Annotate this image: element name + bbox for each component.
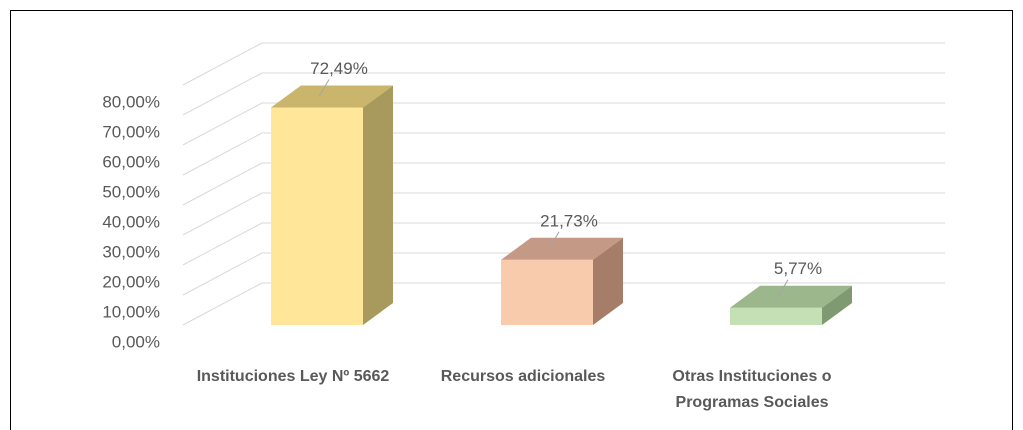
grid-line xyxy=(182,282,945,326)
bar xyxy=(271,85,393,325)
grid-line xyxy=(182,222,945,266)
bar-top xyxy=(501,237,623,260)
leader-line xyxy=(777,279,789,297)
y-tick-label: 80,00% xyxy=(102,92,160,111)
y-tick-label: 50,00% xyxy=(102,182,160,201)
grid-line xyxy=(182,252,945,296)
grid-line xyxy=(182,72,945,116)
bar-side xyxy=(593,237,623,325)
y-tick-label: 60,00% xyxy=(102,152,160,171)
grid-line xyxy=(182,42,945,86)
y-tick-label: 40,00% xyxy=(102,212,160,231)
grid-line xyxy=(182,102,945,146)
x-tick-label: Recursos adicionales xyxy=(440,368,606,385)
bar-front xyxy=(730,307,822,325)
grid-line xyxy=(182,192,945,236)
bar xyxy=(730,285,852,325)
leader-line xyxy=(548,231,560,250)
y-tick-label: 70,00% xyxy=(102,122,160,141)
bar-front xyxy=(271,107,363,325)
y-tick-label: 20,00% xyxy=(102,272,160,291)
bar-side xyxy=(822,285,852,325)
value-label: 5,77% xyxy=(774,259,822,278)
bar xyxy=(501,237,623,325)
bar-side xyxy=(363,85,393,325)
grid-line xyxy=(182,132,945,176)
y-tick-label: 10,00% xyxy=(102,302,160,321)
grid-line xyxy=(182,162,945,206)
y-tick-label: 30,00% xyxy=(102,242,160,261)
bar-top xyxy=(271,85,393,108)
frame xyxy=(10,10,1013,430)
x-tick-label: Otras Instituciones o Programas Sociales xyxy=(672,368,832,411)
x-tick-label: Instituciones Ley Nº 5662 xyxy=(196,368,390,385)
leader-line xyxy=(318,79,330,97)
value-label: 21,73% xyxy=(540,211,598,230)
value-label: 72,49% xyxy=(310,59,368,78)
bar-top xyxy=(730,285,852,308)
y-tick-label: 0,00% xyxy=(112,332,160,351)
bar-front xyxy=(501,259,593,325)
